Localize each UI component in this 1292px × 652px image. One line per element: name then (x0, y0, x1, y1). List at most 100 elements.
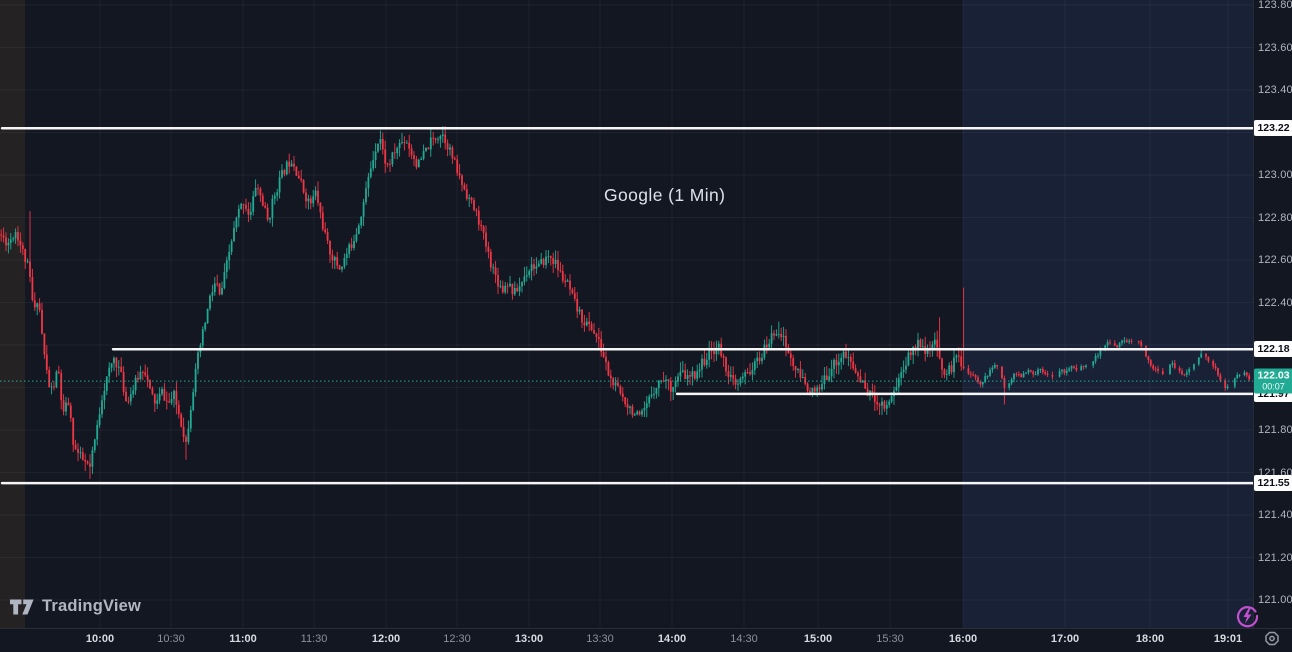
candle (641, 410, 643, 415)
candle (33, 300, 36, 308)
candle (1008, 383, 1011, 388)
candle (113, 357, 115, 364)
candle (600, 339, 603, 352)
candle (144, 372, 147, 376)
candle (845, 343, 847, 360)
candle (261, 195, 264, 206)
candle (91, 450, 94, 467)
candle (357, 225, 360, 235)
candle (185, 436, 187, 442)
candle (441, 134, 444, 136)
candle (134, 377, 137, 391)
candle (693, 371, 696, 379)
candle (859, 369, 861, 383)
time-axis[interactable]: 10:00 10:30 11:00 11:30 12:00 12:30 13:00 13:30… (0, 628, 1292, 649)
candle (1226, 386, 1229, 389)
candle (962, 366, 965, 369)
candle (1116, 344, 1118, 351)
candle (273, 195, 276, 199)
candle (108, 367, 111, 377)
candle (545, 256, 547, 265)
candle (1037, 369, 1039, 375)
tradingview-logo[interactable]: TradingView (10, 597, 141, 616)
candle (51, 382, 53, 395)
candlestick-plot[interactable] (0, 0, 1253, 628)
candle (425, 147, 427, 152)
candle (559, 270, 562, 272)
candle (269, 217, 271, 224)
candle (449, 147, 451, 150)
candle (1075, 367, 1078, 370)
candle (403, 136, 405, 151)
candle (74, 444, 77, 450)
candle (987, 375, 989, 380)
candle (585, 321, 588, 326)
candle (821, 384, 823, 390)
candle (879, 402, 881, 415)
candle (789, 353, 792, 359)
candle (662, 380, 665, 382)
candle (859, 376, 862, 383)
candle (218, 283, 221, 295)
price-axis-tick: 122.60 (1258, 254, 1292, 266)
price-axis-tick: 123.80 (1258, 0, 1292, 11)
candle (996, 365, 999, 367)
price-axis[interactable]: 122.03 00:07 123.80 123.60 123.40 123.00 122… (1253, 0, 1292, 628)
candle (1113, 343, 1116, 346)
candle (852, 352, 854, 371)
candle (1041, 368, 1044, 373)
candle (963, 287, 965, 370)
candle (439, 135, 442, 140)
candle (946, 369, 948, 381)
candle (768, 343, 771, 348)
candle (456, 159, 459, 174)
candle (146, 375, 149, 381)
candle (681, 370, 684, 372)
candle (170, 399, 173, 403)
candle (305, 192, 307, 202)
candle (1061, 369, 1063, 375)
candle (813, 387, 816, 392)
lightning-icon[interactable] (1234, 603, 1260, 629)
candle (775, 329, 777, 337)
candle (741, 376, 744, 379)
candle (658, 379, 660, 397)
current-price-value: 122.03 (1257, 369, 1290, 382)
candle (679, 371, 682, 377)
candle (1128, 340, 1131, 343)
candle (31, 276, 34, 301)
candle (845, 351, 847, 358)
candle (1080, 366, 1083, 370)
candle (67, 397, 69, 406)
candle (982, 381, 984, 388)
candle (533, 264, 535, 269)
candle (1224, 380, 1227, 389)
candle (259, 188, 262, 196)
candle (660, 379, 662, 384)
candle (778, 321, 780, 339)
candle (348, 244, 351, 254)
candle (96, 424, 99, 440)
candle (1178, 367, 1181, 371)
gear-icon[interactable] (1264, 631, 1280, 647)
candle (1214, 366, 1217, 369)
candle (1154, 368, 1157, 370)
candle (101, 400, 103, 415)
candle (1099, 350, 1102, 356)
time-axis-tick: 12:30 (443, 633, 471, 645)
price-line-label: 122.18 (1254, 341, 1292, 358)
candle (444, 134, 447, 144)
candle (1085, 365, 1087, 367)
candle (1138, 340, 1140, 345)
candle (555, 250, 557, 269)
candle (559, 261, 561, 273)
candle (1188, 369, 1191, 373)
candle (1083, 365, 1085, 370)
candle (828, 368, 830, 383)
candle (180, 414, 183, 427)
candle (509, 283, 511, 287)
candle (487, 246, 490, 252)
candle (243, 203, 245, 214)
candle (842, 351, 845, 358)
candle (295, 166, 298, 176)
